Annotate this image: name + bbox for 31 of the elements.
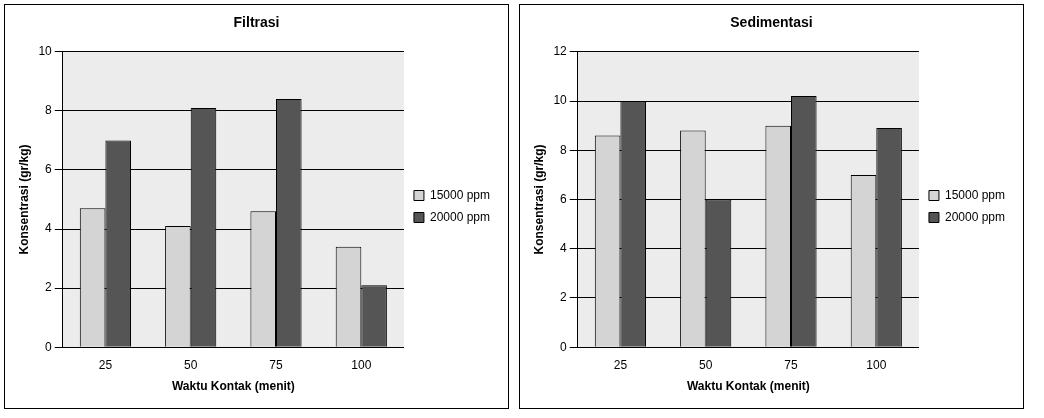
y-tick-label: 8 <box>560 142 568 157</box>
legend-label: 20000 ppm <box>429 209 490 224</box>
y-axis-title: Konsentrasi (gr/kg) <box>16 144 31 255</box>
x-tick-label: 50 <box>184 357 198 372</box>
x-tick-label: 100 <box>351 357 372 372</box>
y-tick-label: 4 <box>560 241 568 256</box>
x-tick-label: 50 <box>699 357 713 372</box>
y-tick-label: 12 <box>553 44 568 59</box>
chart-title: Sedimentasi <box>730 14 813 31</box>
x-axis-title: Waktu Kontak (menit) <box>686 379 810 394</box>
y-tick-label: 0 <box>45 339 53 354</box>
y-tick-label: 6 <box>560 191 568 206</box>
x-tick-label: 25 <box>613 357 628 372</box>
y-tick-label: 4 <box>45 221 53 236</box>
y-tick-label: 10 <box>38 44 53 59</box>
y-tick-label: 8 <box>45 103 53 118</box>
y-tick-label: 6 <box>45 162 53 177</box>
legend-label: 15000 ppm <box>429 187 490 202</box>
y-tick-label: 2 <box>560 290 568 305</box>
y-axis-title: Konsentrasi (gr/kg) <box>531 144 546 255</box>
y-tick-label: 10 <box>553 93 568 108</box>
x-tick-label: 100 <box>866 357 887 372</box>
x-axis-title: Waktu Kontak (menit) <box>171 379 295 394</box>
x-tick-label: 75 <box>269 357 283 372</box>
x-tick-label: 75 <box>784 357 798 372</box>
x-tick-label: 25 <box>98 357 113 372</box>
chart-title: Filtrasi <box>233 14 280 31</box>
y-tick-label: 2 <box>45 280 53 295</box>
legend-label: 20000 ppm <box>944 209 1005 224</box>
legend-label: 15000 ppm <box>944 187 1005 202</box>
y-tick-label: 0 <box>560 339 568 354</box>
